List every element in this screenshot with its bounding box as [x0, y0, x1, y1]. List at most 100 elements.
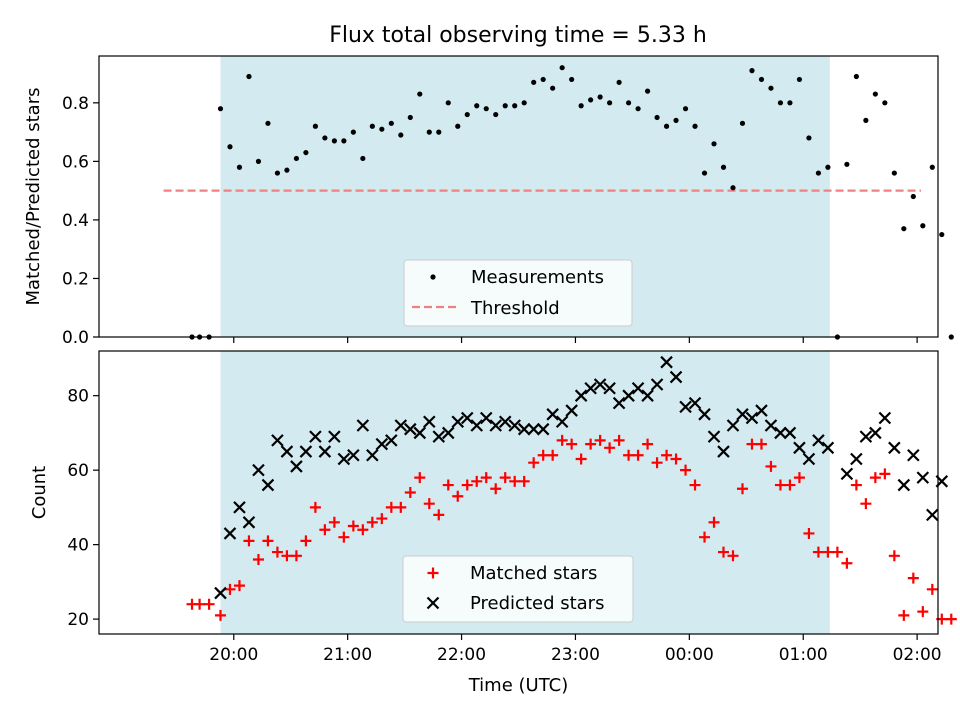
measurement-point [303, 150, 308, 155]
legend-marker-measurements [430, 274, 435, 279]
x-axis-label: Time (UTC) [468, 675, 569, 696]
measurement-point [512, 103, 517, 108]
measurement-point [588, 97, 593, 102]
y-tick-label: 20 [67, 610, 89, 630]
measurement-point [341, 138, 346, 143]
measurement-point [360, 156, 365, 161]
x-tick-label: 00:00 [665, 645, 714, 665]
measurement-point [892, 170, 897, 175]
y-tick-label: 80 [67, 387, 89, 407]
measurement-point [275, 170, 280, 175]
measurement-point [911, 194, 916, 199]
measurement-point [664, 124, 669, 129]
measurement-point [702, 170, 707, 175]
measurement-point [645, 89, 650, 94]
measurement-point [408, 115, 413, 120]
measurement-point [579, 103, 584, 108]
chart-title: Flux total observing time = 5.33 h [329, 23, 707, 48]
x-tick-label: 20:00 [209, 645, 258, 665]
measurement-point [787, 100, 792, 105]
y-tick-label: 40 [67, 536, 89, 556]
measurement-point [930, 165, 935, 170]
measurement-point [711, 141, 716, 146]
measurement-point [778, 100, 783, 105]
measurement-point [465, 112, 470, 117]
measurement-point [237, 165, 242, 170]
measurement-point [873, 91, 878, 96]
measurement-point [816, 170, 821, 175]
y-tick-label: 0.8 [62, 94, 89, 114]
y-tick-label: 0.2 [62, 269, 89, 289]
figure: Flux total observing time = 5.33 h 0.0 0.… [0, 0, 960, 720]
measurement-point [398, 132, 403, 137]
measurement-point [654, 115, 659, 120]
measurement-point [721, 165, 726, 170]
x-tick-label: 01:00 [779, 645, 828, 665]
measurement-point [313, 124, 318, 129]
measurement-point [503, 103, 508, 108]
measurement-point [427, 130, 432, 135]
x-tick-label: 23:00 [551, 645, 600, 665]
measurement-point [550, 86, 555, 91]
measurement-point [683, 106, 688, 111]
measurement-point [939, 232, 944, 237]
measurement-point [284, 168, 289, 173]
measurement-point [541, 77, 546, 82]
measurement-point [854, 74, 859, 79]
y-tick-label: 0.0 [62, 328, 89, 348]
measurement-point [626, 100, 631, 105]
measurement-point [882, 100, 887, 105]
measurement-point [569, 77, 574, 82]
measurement-point [446, 100, 451, 105]
measurement-point [825, 165, 830, 170]
x-tick-label: 02:00 [893, 645, 942, 665]
measurement-point [598, 94, 603, 99]
measurement-point [759, 77, 764, 82]
ratio-panel-legend: Measurements Threshold [404, 260, 632, 326]
measurement-point [370, 124, 375, 129]
measurement-point [455, 124, 460, 129]
measurement-point [949, 334, 954, 339]
y-tick-label: 0.4 [62, 211, 89, 231]
count-panel-y-label: Count [29, 466, 50, 519]
measurement-point [379, 127, 384, 132]
measurement-point [797, 77, 802, 82]
y-tick-label: 60 [67, 461, 89, 481]
measurement-point [227, 144, 232, 149]
measurement-point [246, 74, 251, 79]
measurement-point [673, 118, 678, 123]
measurement-point [692, 124, 697, 129]
measurement-point [522, 100, 527, 105]
ratio-panel-y-label: Matched/Predicted stars [23, 88, 44, 306]
measurement-point [436, 130, 441, 135]
legend-label-matched: Matched stars [470, 563, 597, 584]
count-panel-legend: Matched stars Predicted stars [403, 556, 633, 622]
measurement-point [863, 118, 868, 123]
measurement-point [806, 135, 811, 140]
measurement-point [531, 80, 536, 85]
legend-label-measurements: Measurements [471, 267, 604, 288]
measurement-point [351, 130, 356, 135]
measurement-point [844, 162, 849, 167]
legend-label-predicted: Predicted stars [470, 593, 604, 614]
measurement-point [256, 159, 261, 164]
measurement-point [901, 226, 906, 231]
measurement-point [389, 121, 394, 126]
measurement-point [730, 185, 735, 190]
x-tick-label: 21:00 [323, 645, 372, 665]
legend-label-threshold: Threshold [470, 298, 560, 319]
measurement-point [322, 135, 327, 140]
measurement-point [920, 223, 925, 228]
measurement-point [768, 86, 773, 91]
measurement-point [294, 156, 299, 161]
measurement-point [332, 138, 337, 143]
measurement-point [417, 91, 422, 96]
measurement-point [607, 100, 612, 105]
measurement-point [218, 106, 223, 111]
measurement-point [740, 121, 745, 126]
measurement-point [484, 106, 489, 111]
measurement-point [617, 80, 622, 85]
measurement-point [265, 121, 270, 126]
y-tick-label: 0.6 [62, 152, 89, 172]
measurement-point [635, 106, 640, 111]
